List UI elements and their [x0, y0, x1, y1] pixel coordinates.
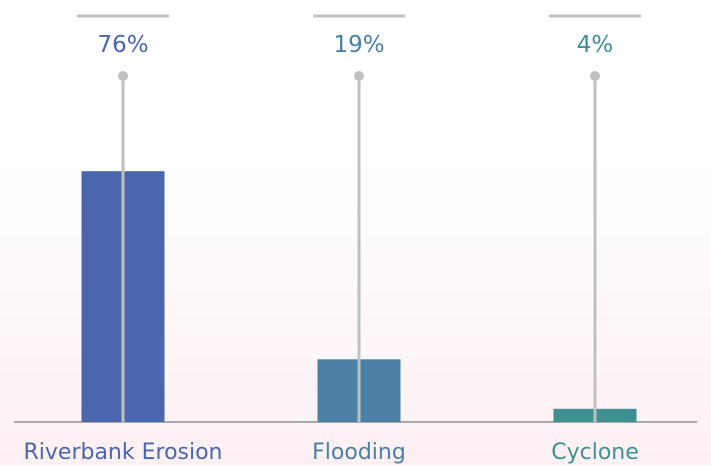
value-label-2: 4%	[577, 32, 614, 58]
category-label-0: Riverbank Erosion	[23, 440, 222, 465]
stem-dot-0	[118, 71, 128, 81]
value-label-0: 76%	[97, 32, 148, 58]
stem-dot-2	[590, 71, 600, 81]
value-label-1: 19%	[333, 32, 384, 58]
category-label-1: Flooding	[312, 440, 406, 465]
stem-dot-1	[354, 71, 364, 81]
category-label-2: Cyclone	[551, 440, 639, 465]
